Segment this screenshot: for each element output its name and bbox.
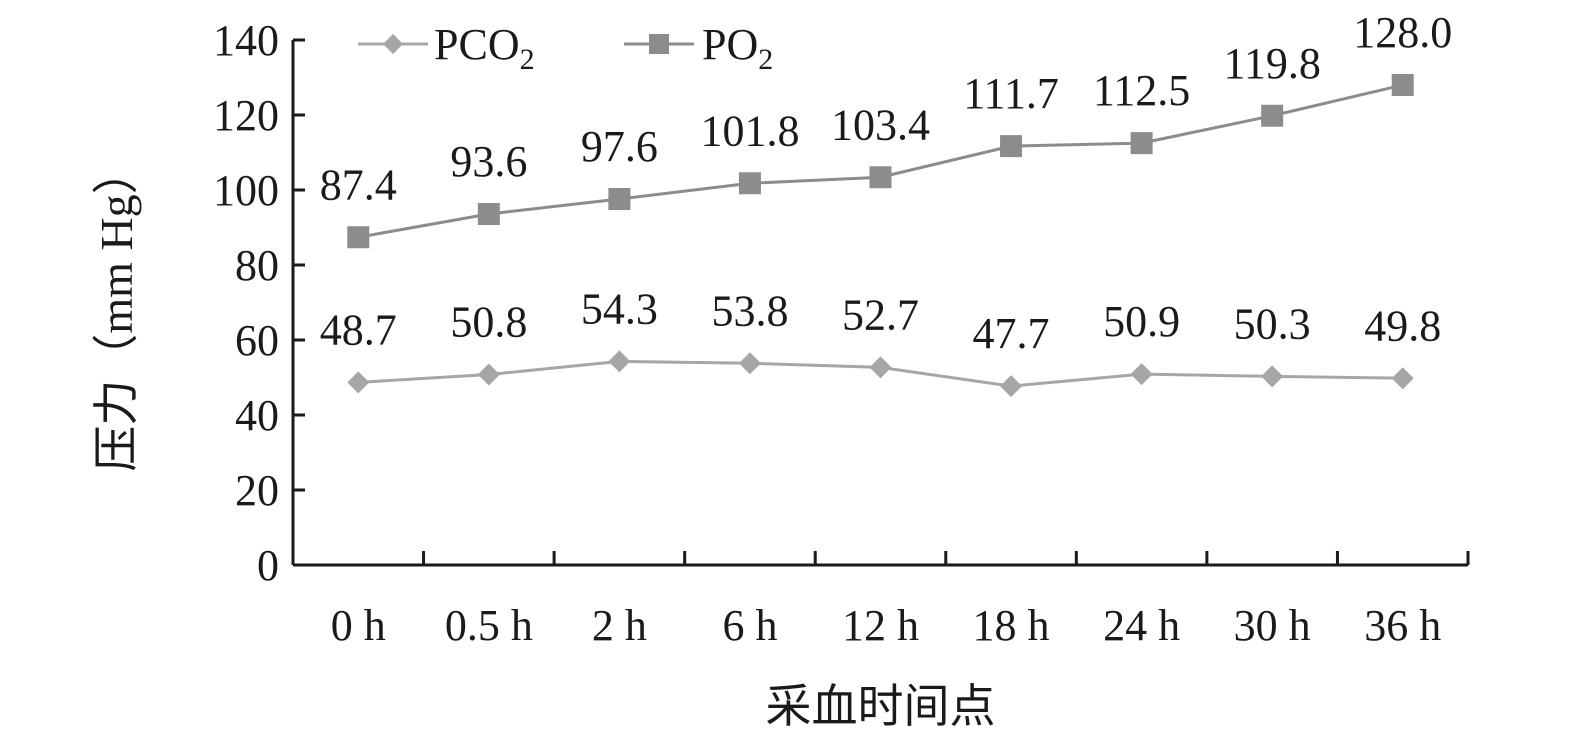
y-tick-label: 40 xyxy=(235,391,279,440)
legend-label-main: PO xyxy=(702,20,758,69)
data-label: 128.0 xyxy=(1353,8,1452,57)
x-tick-label: 2 h xyxy=(592,601,647,650)
x-tick-label: 24 h xyxy=(1103,601,1180,650)
x-tick-label: 36 h xyxy=(1364,601,1441,650)
y-tick-label: 0 xyxy=(257,541,279,590)
legend-label-main: PCO xyxy=(434,20,520,69)
data-label: 49.8 xyxy=(1364,301,1441,350)
legend-marker xyxy=(649,34,669,54)
x-tick-label: 6 h xyxy=(722,601,777,650)
y-tick-label: 120 xyxy=(213,91,279,140)
x-tick-label: 30 h xyxy=(1234,601,1311,650)
data-label: 119.8 xyxy=(1223,39,1320,88)
data-point xyxy=(1130,363,1153,386)
x-tick-label: 0.5 h xyxy=(445,601,533,650)
data-point xyxy=(869,356,892,379)
y-tick-label: 80 xyxy=(235,241,279,290)
data-point xyxy=(1261,365,1284,388)
data-point xyxy=(1391,367,1414,390)
data-label: 50.8 xyxy=(450,298,527,347)
data-label: 54.3 xyxy=(581,284,658,333)
legend-item-pco2: PCO2 xyxy=(358,20,535,76)
data-point xyxy=(1261,104,1284,127)
data-label: 111.7 xyxy=(963,69,1059,118)
data-label: 97.6 xyxy=(581,122,658,171)
legend-label: PCO2 xyxy=(434,20,535,76)
data-label: 48.7 xyxy=(320,305,397,354)
series-po2: 87.4 93.6 97.6 101.8 103.4 111.7 112.5 119.8 128… xyxy=(320,8,1452,249)
y-tick-label: 140 xyxy=(213,16,279,65)
y-tick-label: 20 xyxy=(235,466,279,515)
legend-item-po2: PO2 xyxy=(624,20,773,76)
data-point xyxy=(347,226,370,249)
x-tick-label: 0 h xyxy=(331,601,386,650)
data-point xyxy=(477,203,500,225)
series-pco2: 48.7 50.8 54.3 53.8 52.7 47.7 50.9 50.3 49.8 xyxy=(320,284,1441,398)
legend-label: PO2 xyxy=(702,20,773,76)
data-label: 52.7 xyxy=(842,290,919,339)
data-label: 53.8 xyxy=(711,286,788,335)
x-tick-label: 18 h xyxy=(973,601,1050,650)
x-ticks: 0 h 0.5 h 2 h 6 h 12 h 18 h 24 h 30 h 36 h xyxy=(331,551,1470,650)
y-tick-label: 60 xyxy=(235,316,279,365)
legend-label-subscript: 2 xyxy=(758,43,773,76)
data-point xyxy=(1130,132,1153,155)
data-point xyxy=(608,188,631,210)
data-label: 103.4 xyxy=(831,100,930,149)
data-label: 101.8 xyxy=(700,106,799,155)
y-axis-title: 压力（mm Hg） xyxy=(91,148,142,471)
data-point xyxy=(1000,135,1023,158)
x-tick-label: 12 h xyxy=(842,601,919,650)
y-ticks: 0 20 40 60 80 100 120 140 xyxy=(213,16,305,590)
data-point xyxy=(1000,375,1023,398)
data-point xyxy=(347,371,370,394)
data-label: 93.6 xyxy=(450,137,527,186)
data-point xyxy=(738,352,761,375)
data-label: 112.5 xyxy=(1093,66,1190,115)
data-label: 47.7 xyxy=(973,309,1050,358)
legend-label-subscript: 2 xyxy=(520,43,535,76)
legend-marker xyxy=(383,34,403,54)
legend: PCO2 PO2 xyxy=(358,20,773,76)
data-point xyxy=(477,363,500,386)
data-point xyxy=(608,350,631,373)
data-label: 50.3 xyxy=(1234,299,1311,348)
data-label: 50.9 xyxy=(1103,297,1180,346)
data-point xyxy=(1391,74,1414,96)
data-point xyxy=(738,172,761,195)
axes xyxy=(291,40,1468,567)
y-tick-label: 100 xyxy=(213,166,279,215)
series-layer: 48.7 50.8 54.3 53.8 52.7 47.7 50.9 50.3 49.8 87.4… xyxy=(320,8,1452,398)
x-axis-title: 采血时间点 xyxy=(766,681,996,732)
data-point xyxy=(869,166,892,189)
data-label: 87.4 xyxy=(320,160,397,209)
